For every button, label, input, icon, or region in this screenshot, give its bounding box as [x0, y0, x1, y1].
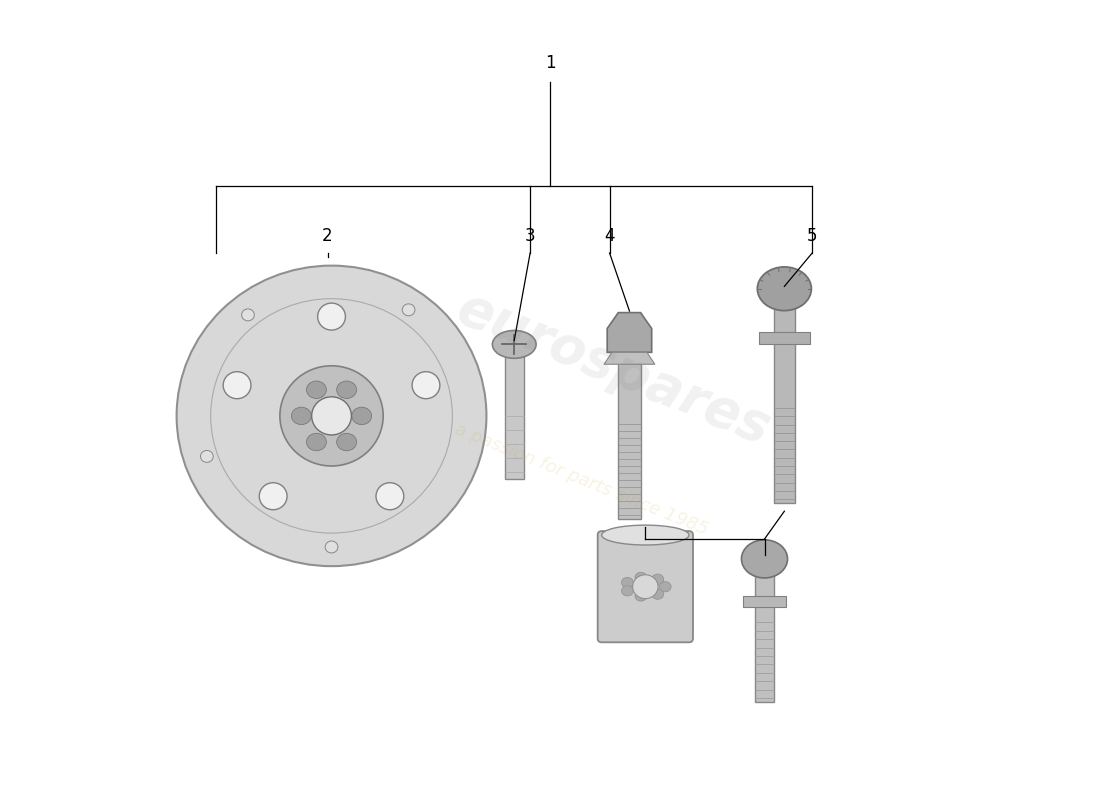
Ellipse shape — [403, 304, 415, 316]
Text: eurospares: eurospares — [449, 282, 778, 454]
Ellipse shape — [635, 591, 647, 601]
FancyBboxPatch shape — [597, 531, 693, 642]
Bar — [774, 289, 794, 503]
Text: 3: 3 — [525, 227, 536, 246]
Ellipse shape — [260, 482, 287, 510]
Ellipse shape — [758, 267, 812, 310]
Bar — [759, 332, 810, 344]
Polygon shape — [607, 313, 651, 352]
Ellipse shape — [352, 407, 372, 425]
Ellipse shape — [337, 434, 356, 450]
Ellipse shape — [652, 574, 663, 585]
Ellipse shape — [318, 303, 345, 330]
Ellipse shape — [652, 589, 663, 599]
Bar — [618, 313, 640, 519]
Ellipse shape — [337, 381, 356, 398]
Ellipse shape — [177, 266, 486, 566]
Ellipse shape — [311, 397, 351, 435]
Ellipse shape — [242, 309, 254, 321]
Ellipse shape — [621, 586, 634, 596]
Ellipse shape — [279, 366, 383, 466]
Ellipse shape — [326, 541, 338, 553]
Ellipse shape — [200, 450, 213, 462]
Ellipse shape — [307, 434, 327, 450]
Ellipse shape — [493, 330, 536, 358]
Text: 5: 5 — [807, 227, 817, 246]
Ellipse shape — [741, 540, 788, 578]
Text: 2: 2 — [322, 227, 333, 246]
Ellipse shape — [659, 582, 671, 592]
Text: 1: 1 — [544, 54, 556, 72]
Ellipse shape — [223, 372, 251, 398]
Text: a passion for parts since 1985: a passion for parts since 1985 — [452, 420, 712, 538]
Ellipse shape — [635, 572, 647, 582]
Ellipse shape — [621, 578, 634, 588]
Bar — [755, 559, 774, 702]
Ellipse shape — [602, 525, 689, 545]
Ellipse shape — [632, 574, 658, 598]
Bar — [744, 596, 786, 606]
Ellipse shape — [307, 381, 327, 398]
Polygon shape — [604, 352, 654, 364]
Ellipse shape — [292, 407, 311, 425]
Ellipse shape — [412, 372, 440, 398]
Ellipse shape — [376, 482, 404, 510]
Bar — [505, 344, 524, 479]
Text: 4: 4 — [604, 227, 615, 246]
